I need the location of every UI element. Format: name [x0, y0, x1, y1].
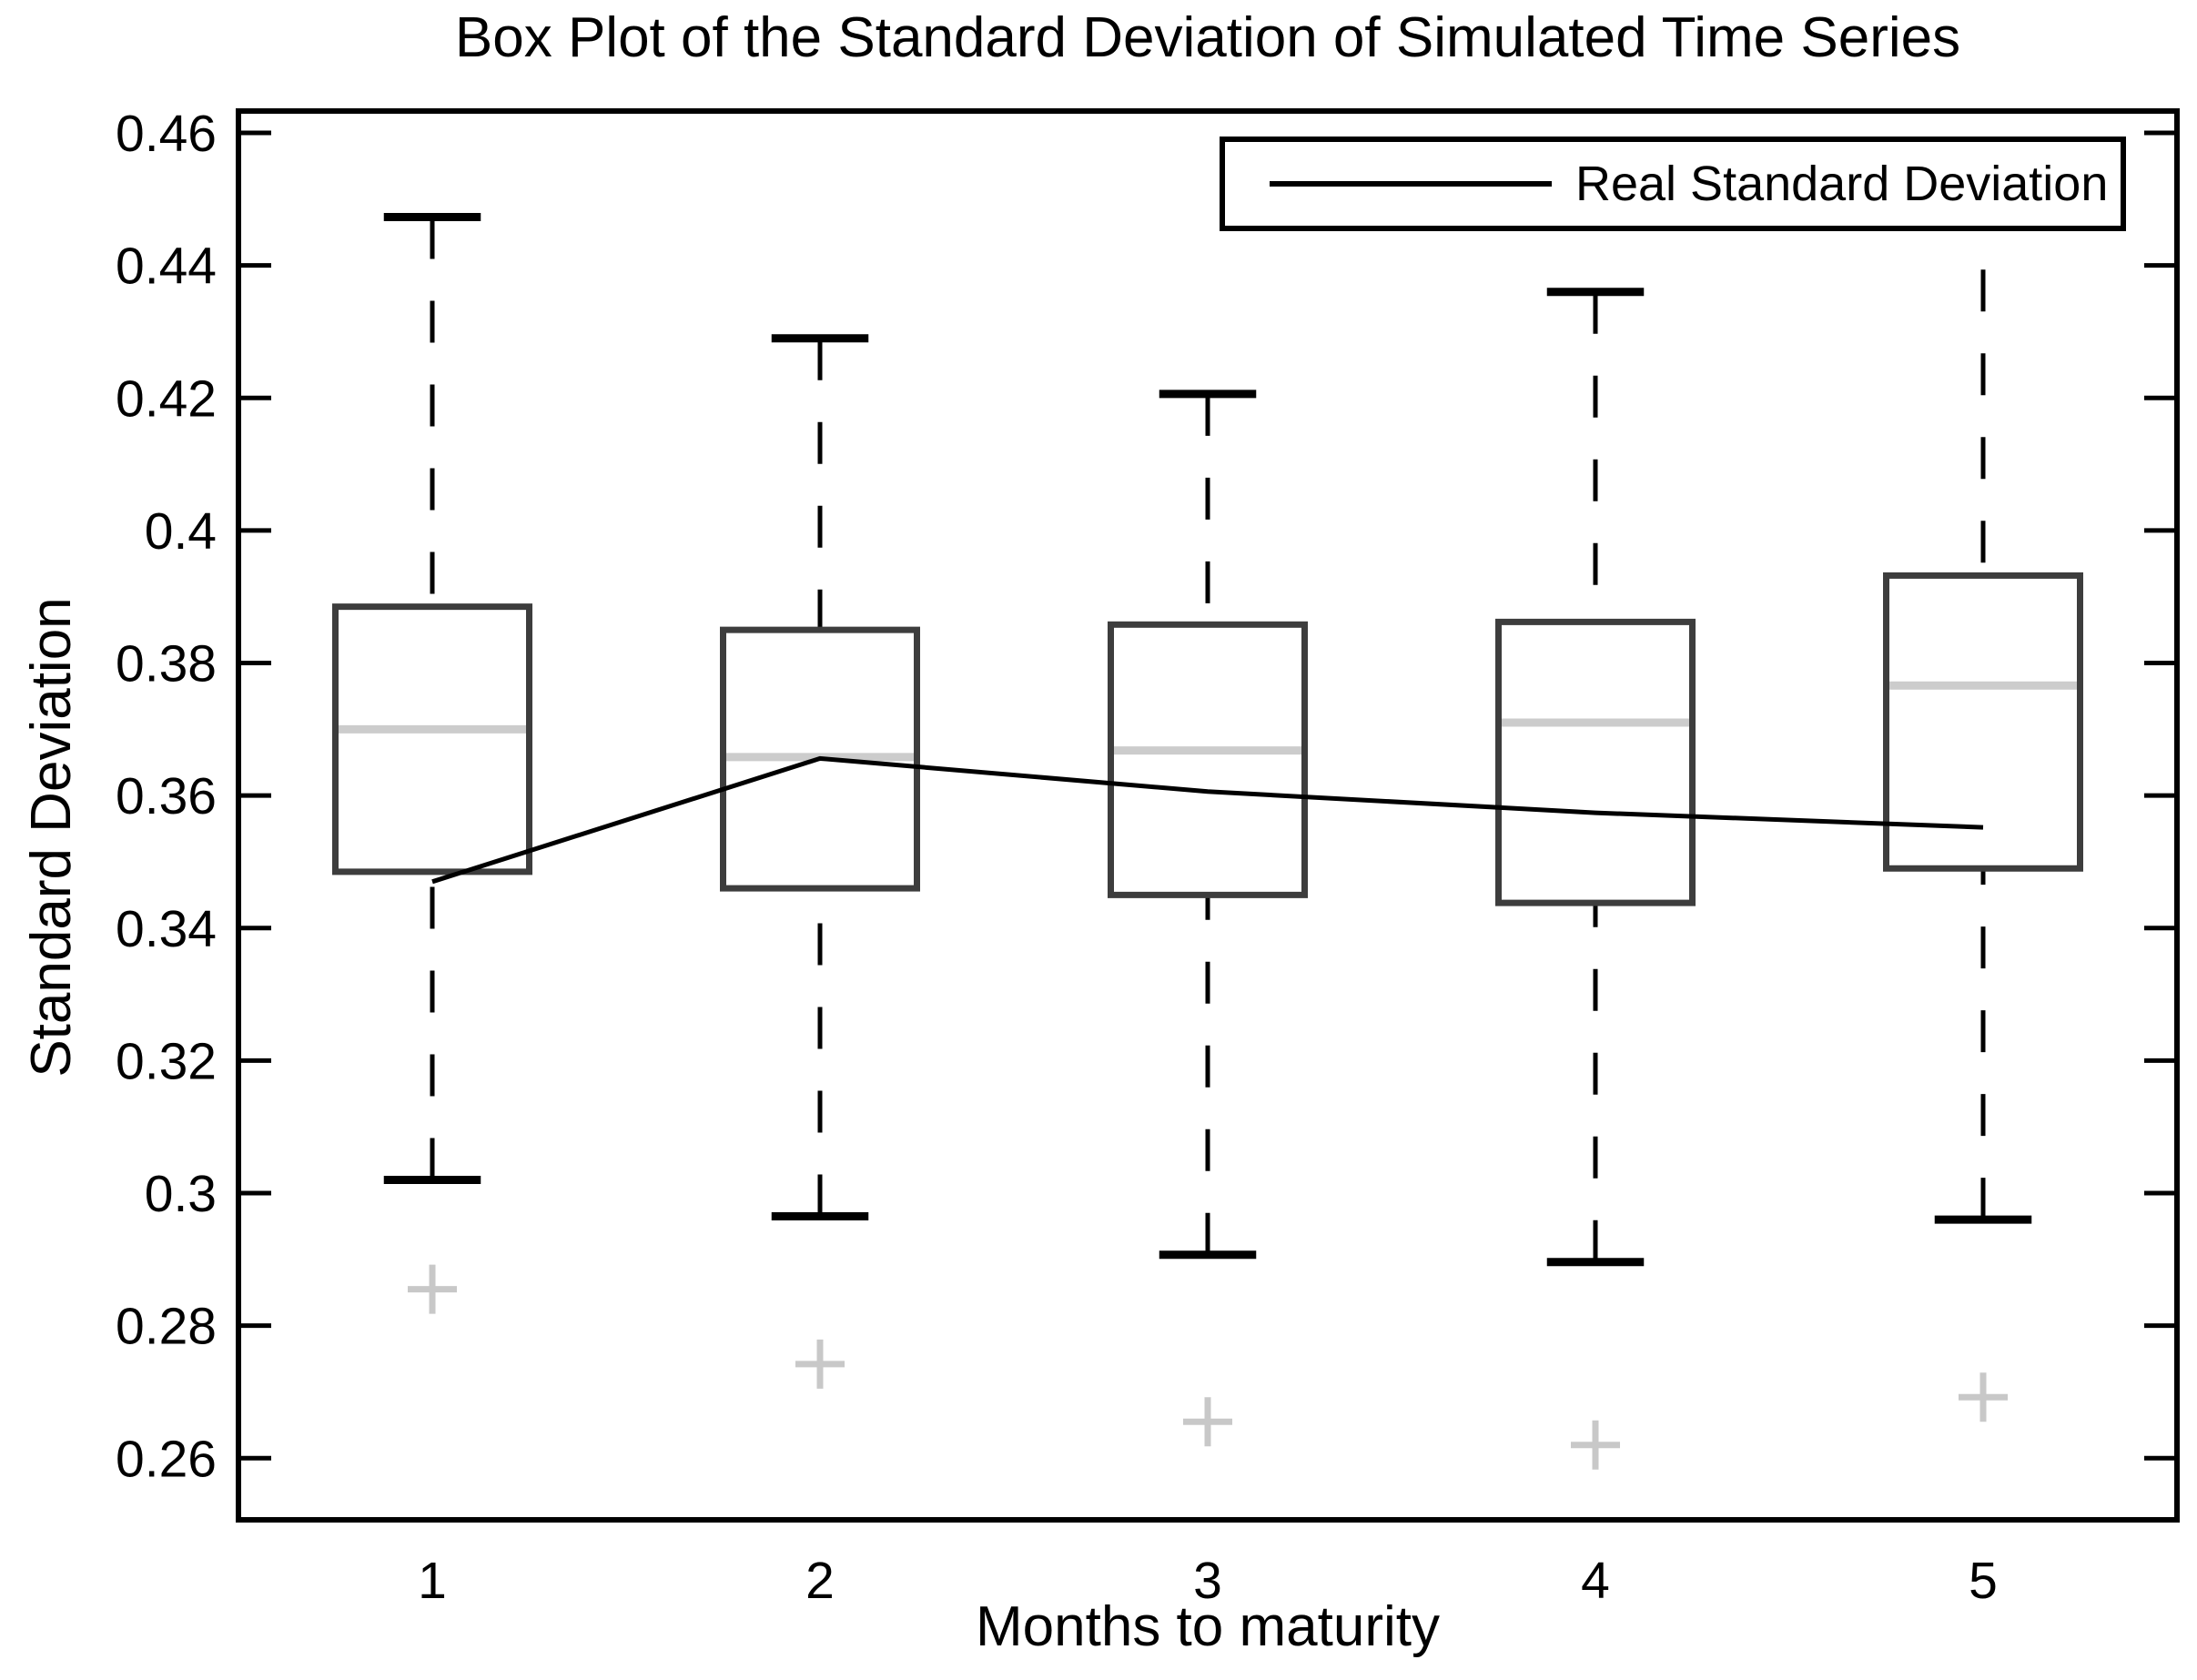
- x-tick-label: 1: [418, 1552, 447, 1610]
- plot-border: [236, 108, 2180, 1523]
- outlier-marker: [1959, 1372, 2008, 1422]
- x-tick-label: 2: [805, 1552, 835, 1610]
- y-tick-label: 0.38: [116, 635, 217, 693]
- boxplot-month-1: [332, 213, 532, 1314]
- box-rect: [1108, 621, 1308, 898]
- y-tick-label: 0.28: [116, 1298, 217, 1356]
- y-tick-label: 0.34: [116, 900, 217, 958]
- outlier-marker: [1571, 1420, 1620, 1470]
- y-tick-label: 0.36: [116, 767, 217, 825]
- box-rect: [1495, 618, 1696, 906]
- boxplot-month-2: [720, 334, 920, 1389]
- boxplot-month-5: [1883, 181, 2083, 1422]
- legend-label: Real Standard Deviation: [1575, 157, 2109, 211]
- y-tick-label: 0.4: [145, 502, 217, 561]
- y-tick-label: 0.42: [116, 369, 217, 428]
- legend: Real Standard Deviation: [1220, 137, 2126, 231]
- boxplot-month-4: [1495, 288, 1696, 1470]
- real-std-line: [431, 755, 1984, 885]
- legend-line-sample: [1270, 181, 1552, 187]
- x-axis-label: Months to maturity: [976, 1595, 1440, 1658]
- x-tick-label: 4: [1581, 1552, 1610, 1610]
- outlier-marker: [408, 1264, 457, 1314]
- box-rect: [332, 603, 532, 875]
- x-tick-label: 5: [1969, 1552, 1998, 1610]
- box-rect: [720, 626, 920, 892]
- y-tick-label: 0.26: [116, 1430, 217, 1488]
- y-tick-label: 0.44: [116, 238, 217, 296]
- outlier-marker: [1183, 1397, 1232, 1447]
- y-tick-label: 0.3: [145, 1165, 217, 1223]
- y-tick-label: 0.46: [116, 105, 217, 163]
- boxplot-month-3: [1108, 390, 1308, 1447]
- y-tick-label: 0.32: [116, 1032, 217, 1090]
- box-rect: [1883, 572, 2083, 872]
- chart-title: Box Plot of the Standard Deviation of Si…: [454, 6, 1961, 69]
- outlier-marker: [795, 1339, 845, 1389]
- x-tick-label: 3: [1193, 1552, 1222, 1610]
